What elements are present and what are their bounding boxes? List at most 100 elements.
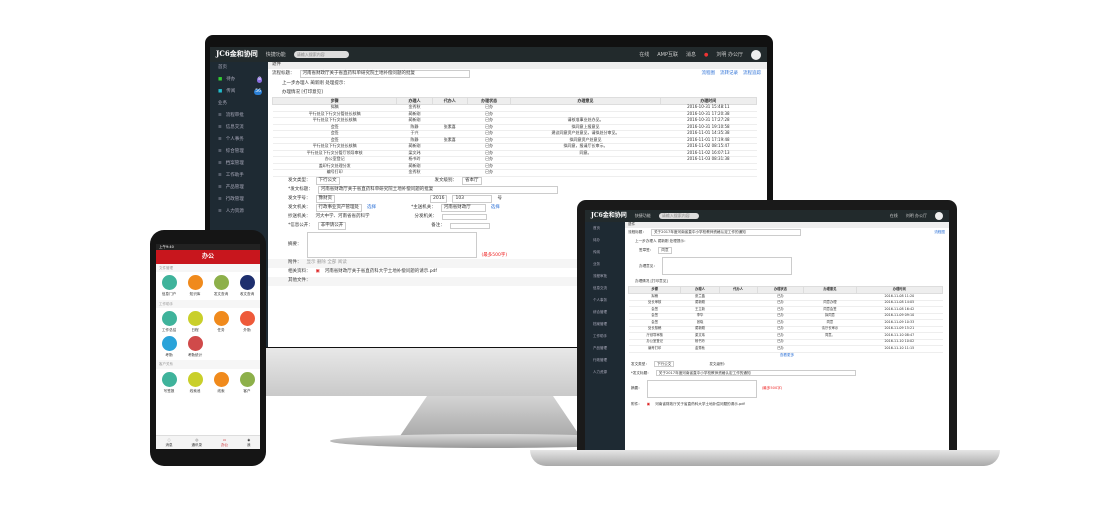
label: 号 bbox=[497, 196, 502, 202]
summary-textarea[interactable] bbox=[646, 379, 757, 398]
doc-level-select[interactable]: 省本厅 bbox=[462, 177, 482, 185]
flow-chart-link[interactable]: 流程图 bbox=[934, 230, 945, 235]
select-link[interactable]: 选择 bbox=[490, 205, 500, 211]
sidebar-item[interactable]: ≡ 人力资源 bbox=[210, 206, 268, 218]
table-cell: 已办 bbox=[757, 319, 804, 327]
opinion-textarea[interactable] bbox=[661, 257, 792, 275]
app-shortcut[interactable]: 收文查询 bbox=[234, 275, 260, 296]
table-cell: 2016-11-09 09:10 bbox=[856, 313, 943, 320]
doc-type-select[interactable]: 下行公文 bbox=[315, 177, 340, 185]
quick-menu[interactable]: 快捷功能 bbox=[265, 51, 286, 58]
subject-input[interactable]: 河南省财政厅关于省直药科单研究院土地补偿问题的批复 bbox=[317, 186, 558, 194]
table-cell bbox=[719, 339, 758, 346]
sidebar-item[interactable]: 工作助手 bbox=[593, 333, 607, 338]
table-cell: 2016-10-31 17:27:28 bbox=[660, 117, 757, 125]
file-link[interactable]: 河南省财政厅关于省直药科大学土地补偿问题的请示.pdf bbox=[324, 269, 437, 275]
sidebar-item[interactable]: ≡ 信息交流 bbox=[210, 122, 268, 134]
app-shortcut[interactable]: 工作总结 bbox=[156, 310, 182, 332]
app-shortcut[interactable]: 写签报 bbox=[156, 371, 182, 393]
table-cell bbox=[660, 169, 757, 177]
app-shortcut[interactable]: 知识库 bbox=[182, 275, 208, 296]
sidebar-item[interactable]: ≡ 档案管理 bbox=[210, 158, 268, 170]
table-cell bbox=[719, 326, 758, 333]
search-input[interactable]: 请输入搜索内容 bbox=[658, 213, 699, 219]
sidebar-item[interactable]: 档案管理 bbox=[593, 321, 607, 326]
sidebar-item[interactable]: 行政管理 bbox=[593, 357, 607, 362]
app-shortcut[interactable]: 日程 bbox=[182, 310, 208, 332]
public-select[interactable]: 非申请公开 bbox=[317, 222, 347, 230]
app-shortcut[interactable]: 任务 bbox=[208, 310, 234, 332]
sidebar-item[interactable]: ≡ 综合管理 bbox=[210, 146, 268, 158]
table-cell: 拟同意上报意见 bbox=[510, 124, 661, 131]
sidebar-item[interactable]: 产品管理 bbox=[593, 345, 607, 350]
table-row: 会签 张晓 已办 同意 2016-11-09 10:33 bbox=[628, 319, 943, 327]
more-link[interactable]: 查看更多 bbox=[779, 352, 795, 357]
tab-office[interactable]: ▭ 办公 bbox=[221, 438, 228, 446]
app-shortcut[interactable]: 考勤 bbox=[156, 336, 182, 357]
org-input[interactable]: 行政事业资产管理处 bbox=[315, 204, 362, 212]
top-link[interactable]: 消息 bbox=[686, 51, 697, 58]
sidebar-item[interactable]: ≡ 个人事务 bbox=[210, 134, 268, 146]
subject-input[interactable]: 关于2017年度河南省直中小学校教师资格认定工作的通知 bbox=[655, 369, 856, 377]
table-cell: 蔺新刚 bbox=[680, 300, 720, 307]
flow-chart-link[interactable]: 流程图 bbox=[701, 71, 716, 77]
sidebar-item[interactable]: ≡ 行政管理 bbox=[210, 194, 268, 206]
sidebar-item[interactable]: ≡ 工作助手 bbox=[210, 170, 268, 182]
app-label: 外勤 bbox=[243, 327, 251, 332]
avatar[interactable] bbox=[935, 212, 943, 220]
sidebar-item-todo[interactable]: ■ 待办 8 bbox=[210, 74, 268, 86]
user-menu[interactable]: 刘明 办公厅 bbox=[716, 51, 743, 58]
remark-input[interactable] bbox=[449, 223, 490, 229]
number-input[interactable]: 103 bbox=[452, 195, 493, 203]
title-input[interactable]: 河南省财政厅关于省直药科单研究院土地补偿问题的批复 bbox=[299, 70, 470, 78]
top-link[interactable]: 在线 bbox=[639, 51, 650, 58]
main-org-input[interactable]: 河南省财政厅 bbox=[440, 204, 486, 212]
sidebar-item-circulate[interactable]: ■ 传阅 56 bbox=[210, 86, 268, 98]
search-input[interactable]: 请输入搜索内容 bbox=[293, 51, 349, 58]
summary-textarea[interactable] bbox=[306, 231, 477, 258]
app-shortcut[interactable]: 发文查询 bbox=[208, 275, 234, 296]
title-input[interactable]: 关于2017年度河南省直中小学校教师资格认定工作的通知 bbox=[650, 229, 801, 236]
bell-icon[interactable]: ● bbox=[704, 51, 709, 58]
app-shortcut[interactable]: 外勤 bbox=[234, 310, 260, 332]
label: 发文机关： bbox=[288, 205, 311, 211]
tab-me[interactable]: ◉ 我 bbox=[247, 438, 251, 446]
tab-messages[interactable]: ◌ 消息 bbox=[166, 438, 173, 446]
sidebar-item[interactable]: 流程审批 bbox=[593, 273, 607, 278]
app-shortcut[interactable]: 考勤统计 bbox=[182, 336, 208, 357]
app-shortcut[interactable]: 客户 bbox=[234, 371, 260, 393]
number-prefix-select[interactable]: 豫财资 bbox=[315, 195, 335, 203]
sidebar-item-todo[interactable]: 待办 bbox=[593, 237, 600, 242]
table-cell: 拟稿 bbox=[628, 293, 681, 301]
table-cell: 拟同意 bbox=[803, 313, 857, 320]
cc-input[interactable] bbox=[442, 214, 487, 220]
app-shortcut[interactable]: 线索 bbox=[208, 371, 234, 393]
label: 档案管理 bbox=[225, 161, 244, 167]
attach-actions[interactable]: 显示 删除 全部 阅读 bbox=[306, 260, 347, 266]
file-link[interactable]: 河南省财政厅关于省直药科大学土地补偿问题的请示.pdf bbox=[655, 401, 745, 406]
sidebar-item[interactable]: ≡ 流程审批 bbox=[210, 110, 268, 122]
table-cell: 处长审核 bbox=[628, 300, 681, 307]
flow-track-link[interactable]: 流程追踪 bbox=[743, 71, 761, 77]
select-link[interactable]: 选择 bbox=[367, 205, 376, 211]
app-shortcut[interactable]: 信息门户 bbox=[156, 275, 182, 296]
tab-contacts[interactable]: ◎ 通讯录 bbox=[192, 438, 203, 446]
avatar[interactable] bbox=[751, 49, 761, 60]
top-link[interactable]: 在线 bbox=[889, 212, 898, 218]
user-menu[interactable]: 刘明 办公厅 bbox=[905, 212, 927, 218]
table-row: 会签 李华 已办 拟同意 2016-11-09 09:10 bbox=[628, 313, 943, 320]
quick-menu[interactable]: 快捷功能 bbox=[634, 212, 651, 218]
year-select[interactable]: 2016 bbox=[430, 195, 448, 203]
sidebar-item[interactable]: ≡ 产品管理 bbox=[210, 182, 268, 194]
sign-select[interactable]: 同意 bbox=[658, 247, 672, 254]
flow-record-link[interactable]: 流转记录 bbox=[720, 71, 738, 77]
sidebar-item[interactable]: 综合管理 bbox=[593, 309, 607, 314]
sidebar-item[interactable]: 个人事务 bbox=[593, 297, 607, 302]
sidebar-item-circulate[interactable]: 传阅 bbox=[593, 249, 600, 254]
sidebar-item[interactable]: 人力资源 bbox=[593, 369, 607, 374]
doc-type-select[interactable]: 下行公文 bbox=[653, 360, 675, 368]
app-shortcut[interactable]: 线索池 bbox=[182, 371, 208, 393]
sidebar-item[interactable]: 信息交流 bbox=[593, 285, 607, 290]
top-link[interactable]: AMP互联 bbox=[657, 51, 679, 58]
table-row: 编号打印 金秀秋 已办 bbox=[272, 169, 757, 177]
